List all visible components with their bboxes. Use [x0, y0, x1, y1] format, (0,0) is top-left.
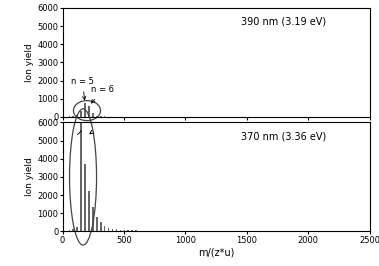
Bar: [100, 222, 102, 231]
Bar: [124, 230, 125, 231]
Bar: [104, 226, 105, 231]
Text: 370 nm (3.36 eV): 370 nm (3.36 eV): [241, 131, 326, 141]
Bar: [120, 230, 121, 231]
Text: n = 6: n = 6: [91, 85, 114, 103]
Y-axis label: Ion yield: Ion yield: [25, 157, 34, 196]
Bar: [92, 113, 94, 117]
Bar: [92, 207, 94, 231]
Bar: [132, 230, 133, 231]
Bar: [72, 229, 74, 231]
Bar: [80, 119, 82, 231]
Bar: [96, 217, 97, 231]
Bar: [84, 103, 86, 117]
Bar: [108, 227, 110, 231]
X-axis label: m/(z*u): m/(z*u): [198, 247, 234, 257]
Bar: [96, 116, 97, 117]
Bar: [116, 230, 117, 231]
Bar: [127, 230, 129, 231]
Bar: [112, 229, 113, 231]
Y-axis label: Ion yield: Ion yield: [25, 43, 34, 82]
Bar: [84, 164, 86, 231]
Text: 390 nm (3.19 eV): 390 nm (3.19 eV): [241, 17, 326, 27]
Bar: [76, 115, 78, 117]
Bar: [76, 227, 78, 231]
Bar: [69, 230, 70, 231]
Bar: [88, 191, 90, 231]
Bar: [88, 106, 90, 117]
Bar: [80, 111, 82, 117]
Text: n = 5: n = 5: [71, 77, 94, 100]
Bar: [72, 116, 74, 117]
